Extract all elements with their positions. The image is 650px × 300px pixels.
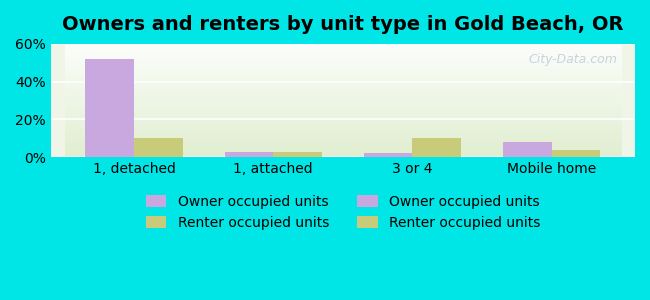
Bar (134, 138, 183, 157)
Legend: Owner occupied units, Renter occupied units, Owner occupied units, Renter occupi: Owner occupied units, Renter occupied un… (140, 189, 545, 235)
Bar (85, 59, 134, 157)
Bar (551, 150, 600, 157)
Bar (503, 142, 551, 157)
Bar (364, 153, 412, 157)
Title: Owners and renters by unit type in Gold Beach, OR: Owners and renters by unit type in Gold … (62, 15, 623, 34)
Text: City-Data.com: City-Data.com (528, 53, 618, 66)
Bar (412, 138, 461, 157)
Bar (224, 152, 273, 157)
Bar (273, 152, 322, 157)
Bar (412, 138, 461, 157)
Bar (273, 152, 322, 157)
Bar (503, 142, 551, 157)
Bar (134, 138, 183, 157)
Bar (551, 150, 600, 157)
Bar (85, 59, 134, 157)
Bar (224, 152, 273, 157)
Bar (364, 153, 412, 157)
